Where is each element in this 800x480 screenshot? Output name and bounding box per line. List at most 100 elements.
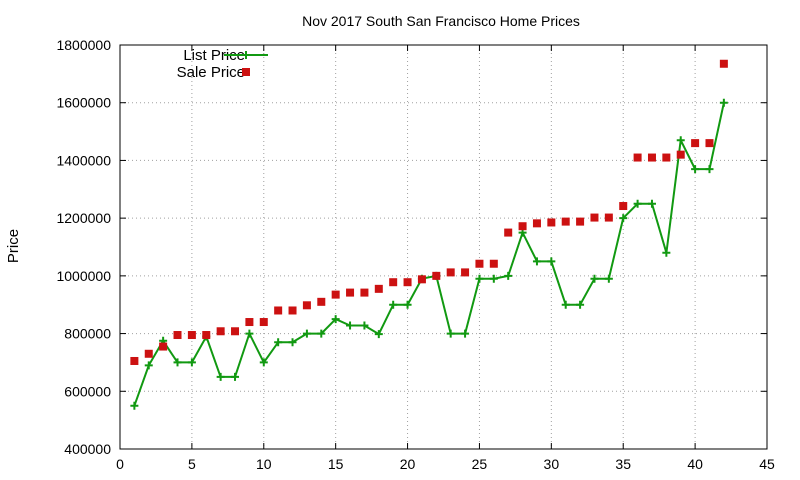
- list-price-point: [187, 358, 196, 367]
- y-tick-label: 1600000: [56, 95, 111, 111]
- legend-label-sale-price: Sale Price: [177, 64, 245, 81]
- sale-price-point: [159, 342, 168, 351]
- list-price-point: [259, 358, 268, 367]
- sale-price-point: [173, 331, 182, 340]
- list-price-point: [647, 199, 656, 208]
- sale-price-point: [633, 153, 642, 162]
- y-tick-label: 1400000: [56, 152, 111, 168]
- plot-frame: [119, 44, 768, 450]
- sale-price-point: [647, 153, 656, 162]
- sale-price-point: [346, 288, 355, 297]
- x-tick-label: 0: [116, 456, 124, 472]
- sale-price-point: [662, 153, 671, 162]
- sale-price-point: [259, 318, 268, 327]
- plot-area: [130, 59, 728, 410]
- legend-marker-sale-price: [242, 68, 250, 76]
- legend-label-list-price: List Price: [183, 47, 245, 64]
- x-tick-label: 35: [615, 456, 631, 472]
- sale-price-point: [360, 288, 369, 297]
- y-tick-label: 1000000: [56, 268, 111, 284]
- sale-price-point: [576, 217, 585, 226]
- list-price-point: [245, 329, 254, 338]
- sale-price-point: [719, 59, 728, 68]
- y-tick-label: 1800000: [56, 37, 111, 53]
- list-price-point: [331, 315, 340, 324]
- list-price-point: [274, 338, 283, 347]
- list-price-point: [719, 98, 728, 107]
- list-price-point: [461, 329, 470, 338]
- list-price-point: [633, 199, 642, 208]
- sale-price-point: [403, 278, 412, 287]
- list-price-point: [604, 274, 613, 283]
- sale-price-point: [604, 213, 613, 222]
- sale-price-point: [374, 284, 383, 293]
- sale-price-point: [518, 222, 527, 231]
- sale-price-point: [144, 349, 153, 358]
- sale-price-point: [532, 219, 541, 228]
- x-tick-label: 15: [328, 456, 344, 472]
- sale-price-point: [489, 259, 498, 268]
- x-tick-label: 45: [759, 456, 775, 472]
- list-price-point: [130, 401, 139, 410]
- y-tick-label: 400000: [64, 441, 111, 457]
- legend-marker-list-price: [242, 51, 250, 59]
- x-tick-label: 20: [400, 456, 416, 472]
- list-price-point: [504, 271, 513, 280]
- list-price-point: [360, 321, 369, 330]
- sale-price-point: [274, 306, 283, 315]
- list-price-point: [590, 274, 599, 283]
- y-tick-label: 800000: [64, 326, 111, 342]
- sale-price-point: [461, 268, 470, 277]
- sale-price-point: [446, 268, 455, 277]
- list-price-point: [676, 136, 685, 145]
- x-tick-label: 5: [188, 456, 196, 472]
- sale-price-point: [288, 306, 297, 315]
- list-price-point: [346, 321, 355, 330]
- list-price-point: [547, 257, 556, 266]
- sale-price-point: [245, 318, 254, 327]
- grid: [120, 45, 767, 449]
- sale-price-point: [331, 290, 340, 299]
- list-price-point: [403, 300, 412, 309]
- list-price-point: [144, 361, 153, 370]
- list-price-point: [446, 329, 455, 338]
- sale-price-point: [619, 202, 628, 211]
- list-price-point: [705, 165, 714, 174]
- sale-price-point: [317, 297, 326, 306]
- list-price-point: [231, 372, 240, 381]
- sale-price-point: [202, 331, 211, 340]
- sale-price-point: [547, 218, 556, 227]
- sale-price-point: [561, 217, 570, 226]
- list-price-point: [317, 329, 326, 338]
- sale-price-point: [389, 278, 398, 287]
- sale-price-point: [417, 275, 426, 284]
- sale-price-point: [231, 327, 240, 336]
- x-tick-label: 40: [687, 456, 703, 472]
- list-price-point: [489, 274, 498, 283]
- list-price-point: [216, 372, 225, 381]
- sale-price-point: [432, 271, 441, 280]
- list-price-point: [475, 274, 484, 283]
- x-tick-label: 10: [256, 456, 272, 472]
- x-tick-label: 25: [472, 456, 488, 472]
- list-price-point: [389, 300, 398, 309]
- sale-price-point: [691, 139, 700, 148]
- sale-price-point: [590, 213, 599, 222]
- list-price-point: [302, 329, 311, 338]
- list-price-point: [173, 358, 182, 367]
- sale-price-point: [475, 259, 484, 268]
- list-price-point: [288, 338, 297, 347]
- list-price-point: [576, 300, 585, 309]
- y-tick-label: 600000: [64, 383, 111, 399]
- y-tick-label: 1200000: [56, 210, 111, 226]
- sale-price-point: [676, 150, 685, 159]
- x-tick-label: 30: [544, 456, 560, 472]
- sale-price-point: [187, 331, 196, 340]
- chart-title: Nov 2017 South San Francisco Home Prices: [302, 13, 580, 29]
- sale-price-point: [302, 301, 311, 310]
- y-axis-title: Price: [5, 229, 22, 263]
- sale-price-point: [504, 228, 513, 237]
